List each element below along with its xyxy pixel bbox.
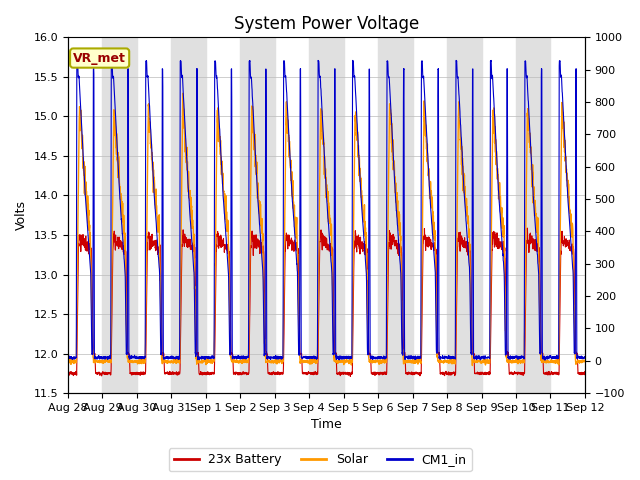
Text: VR_met: VR_met — [73, 51, 126, 65]
Bar — [447, 37, 481, 393]
Legend: 23x Battery, Solar, CM1_in: 23x Battery, Solar, CM1_in — [168, 448, 472, 471]
X-axis label: Time: Time — [311, 419, 342, 432]
Y-axis label: Volts: Volts — [15, 200, 28, 230]
Bar — [516, 37, 550, 393]
Bar — [378, 37, 413, 393]
Bar — [309, 37, 344, 393]
Bar — [172, 37, 206, 393]
Bar — [102, 37, 137, 393]
Title: System Power Voltage: System Power Voltage — [234, 15, 419, 33]
Bar — [240, 37, 275, 393]
